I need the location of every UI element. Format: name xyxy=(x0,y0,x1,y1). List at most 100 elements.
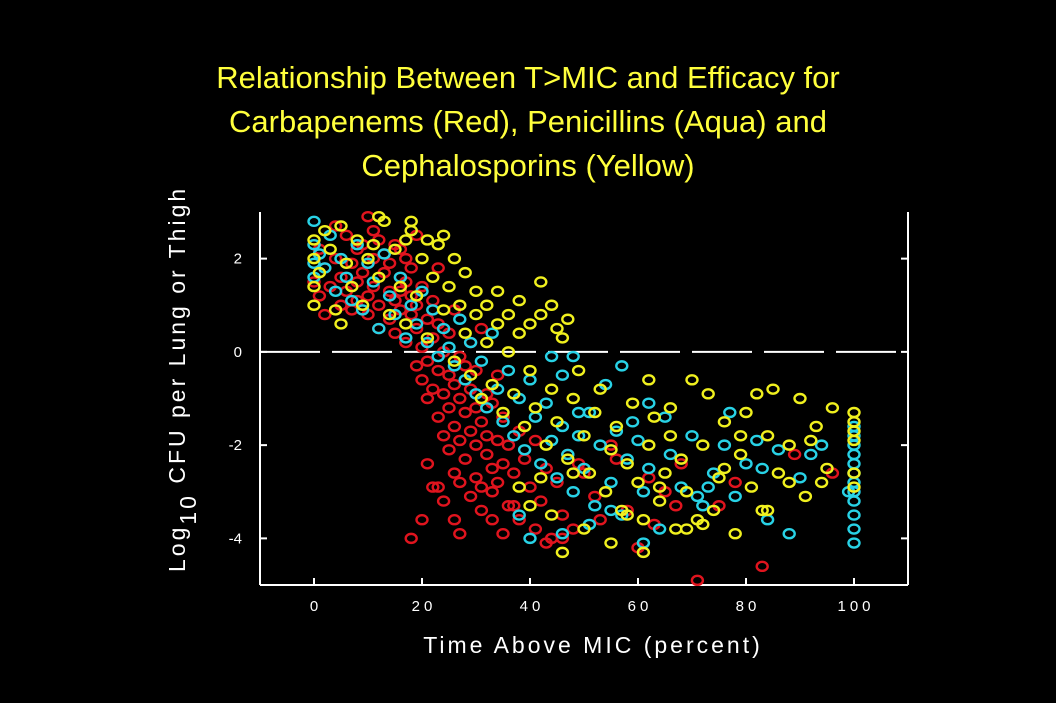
data-point xyxy=(453,392,467,405)
data-point xyxy=(642,462,656,475)
data-point xyxy=(345,294,359,307)
data-point xyxy=(442,341,456,353)
data-point xyxy=(431,481,445,493)
data-point xyxy=(636,486,651,498)
data-point xyxy=(820,462,834,475)
data-point xyxy=(409,360,424,372)
data-point xyxy=(469,308,483,321)
data-point xyxy=(517,444,532,456)
data-point xyxy=(847,434,861,447)
data-point xyxy=(847,523,861,535)
data-point xyxy=(696,518,710,531)
data-point xyxy=(501,439,516,451)
data-point xyxy=(604,537,618,549)
data-point xyxy=(426,481,440,493)
data-point xyxy=(426,271,440,283)
data-point xyxy=(544,299,559,311)
data-point xyxy=(658,467,672,479)
data-point xyxy=(787,448,802,461)
data-point xyxy=(566,486,580,498)
data-point xyxy=(393,243,408,256)
data-point xyxy=(485,486,499,498)
data-point xyxy=(485,514,499,526)
data-point xyxy=(555,528,570,540)
data-point xyxy=(404,299,418,311)
series-3 xyxy=(307,210,861,559)
data-point xyxy=(404,215,418,228)
data-point xyxy=(804,434,818,447)
data-point xyxy=(669,523,683,535)
data-point xyxy=(814,439,829,451)
y-axis-label-log: Log xyxy=(164,525,190,572)
data-point xyxy=(339,271,354,283)
data-point xyxy=(669,500,683,512)
data-point xyxy=(436,322,451,335)
data-point xyxy=(771,467,786,479)
data-point xyxy=(690,574,705,587)
data-point xyxy=(571,430,586,442)
data-point xyxy=(561,313,575,325)
data-point xyxy=(528,523,543,535)
data-point xyxy=(696,439,710,451)
x-axis-label: Time Above MIC (percent) xyxy=(423,632,763,658)
data-point xyxy=(382,308,397,321)
data-point xyxy=(334,318,348,330)
data-point xyxy=(652,495,667,507)
data-point xyxy=(566,523,580,535)
data-point xyxy=(490,369,505,381)
data-point xyxy=(355,304,370,316)
data-point xyxy=(544,383,559,395)
data-point xyxy=(755,504,769,517)
data-point xyxy=(409,322,424,335)
data-point xyxy=(372,322,386,335)
data-point xyxy=(825,402,840,414)
data-point xyxy=(523,481,537,493)
data-point xyxy=(453,299,467,311)
data-points xyxy=(307,210,861,587)
data-point xyxy=(534,458,548,470)
data-point xyxy=(663,402,678,414)
plot-frame xyxy=(259,212,909,586)
data-point xyxy=(507,500,521,512)
data-point xyxy=(474,322,489,335)
data-point xyxy=(350,234,364,246)
data-point xyxy=(485,378,499,391)
data-point xyxy=(318,308,332,321)
data-point xyxy=(480,402,494,414)
data-point xyxy=(436,388,451,400)
data-point xyxy=(517,420,532,433)
data-point xyxy=(345,304,359,316)
data-point xyxy=(388,243,402,256)
data-point xyxy=(561,453,575,465)
data-point xyxy=(507,430,521,442)
data-point xyxy=(744,481,759,493)
data-point xyxy=(625,416,640,428)
data-point xyxy=(571,364,586,377)
data-point xyxy=(814,476,829,489)
data-point xyxy=(420,313,435,325)
data-point xyxy=(620,458,634,470)
data-point xyxy=(447,355,462,367)
data-point xyxy=(485,327,499,339)
data-point xyxy=(642,374,656,386)
data-point xyxy=(534,472,548,484)
data-point xyxy=(458,266,472,279)
data-point xyxy=(507,467,521,479)
data-point xyxy=(642,439,656,451)
data-point xyxy=(771,444,786,456)
data-point xyxy=(334,220,348,232)
data-point xyxy=(496,406,510,419)
data-point xyxy=(469,472,483,484)
data-point xyxy=(355,299,370,311)
data-point xyxy=(739,458,753,470)
data-point xyxy=(426,383,440,395)
data-point xyxy=(555,546,570,559)
data-point xyxy=(782,476,796,489)
data-point xyxy=(361,210,375,223)
data-point xyxy=(453,476,467,489)
data-point xyxy=(307,215,321,228)
data-point xyxy=(328,304,343,316)
data-point xyxy=(685,374,699,386)
data-point xyxy=(685,430,699,442)
data-point xyxy=(447,467,462,479)
